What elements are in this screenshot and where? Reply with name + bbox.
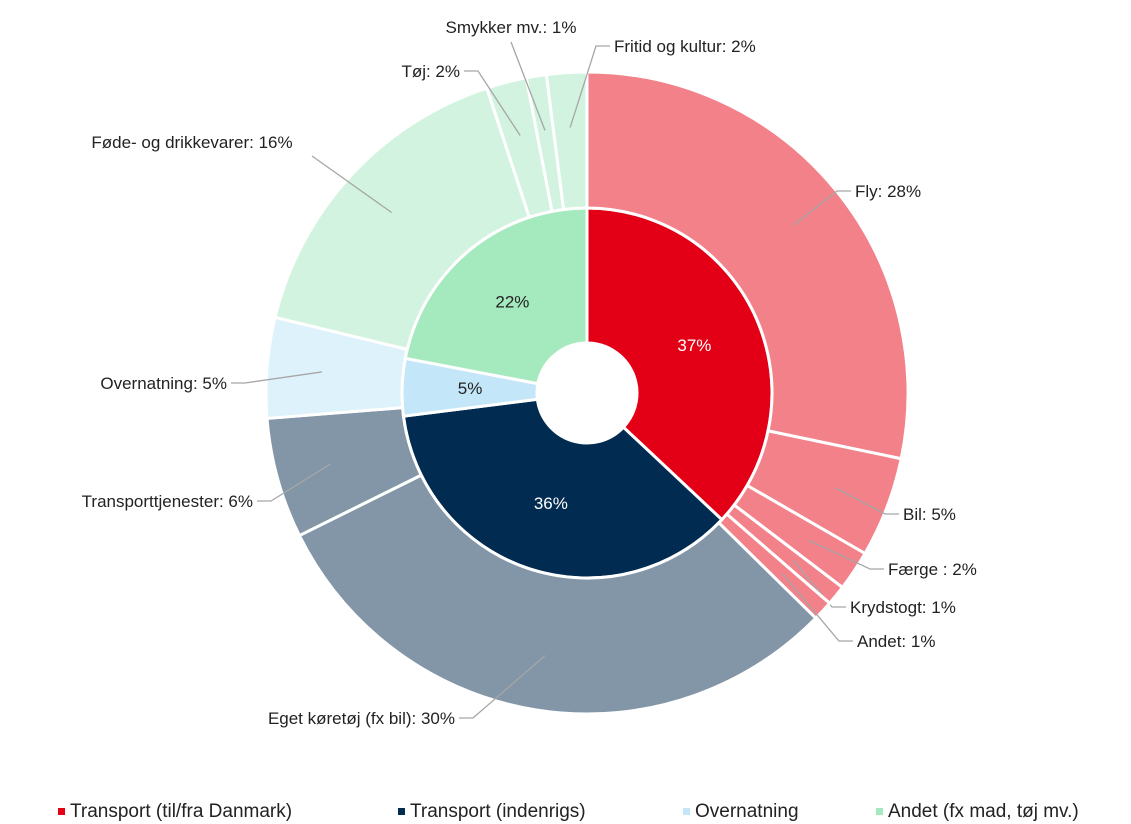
outer-label: Overnatning: 5% bbox=[100, 374, 227, 393]
legend-label: Transport (indenrigs) bbox=[410, 801, 586, 822]
inner-label: 36% bbox=[534, 494, 568, 513]
leader-line bbox=[793, 190, 851, 226]
outer-label: Bil: 5% bbox=[903, 505, 956, 524]
outer-label: Føde- og drikkevarer: 16% bbox=[91, 133, 293, 152]
outer-label: Fritid og kultur: 2% bbox=[614, 37, 756, 56]
legend-swatch bbox=[876, 808, 883, 815]
outer-label: Fly: 28% bbox=[855, 182, 922, 201]
outer-label: Tøj: 2% bbox=[401, 62, 460, 81]
inner-label: 37% bbox=[677, 336, 711, 355]
leader-line bbox=[231, 371, 322, 384]
inner-label: 22% bbox=[495, 292, 529, 311]
leader-line bbox=[792, 560, 846, 608]
leader-line bbox=[257, 463, 331, 502]
outer-label: Smykker mv.: 1% bbox=[445, 18, 577, 37]
outer-slice bbox=[585, 70, 910, 461]
outer-label: Krydstogt: 1% bbox=[850, 598, 956, 617]
legend-swatch bbox=[398, 808, 405, 815]
hole bbox=[538, 344, 636, 442]
leader-line bbox=[459, 655, 546, 719]
legend-label: Andet (fx mad, tøj mv.) bbox=[888, 801, 1079, 822]
outer-label: Eget køretøj (fx bil): 30% bbox=[267, 709, 455, 728]
legend-label: Transport (til/fra Danmark) bbox=[70, 801, 292, 822]
legend-swatch bbox=[58, 808, 65, 815]
leader-line bbox=[464, 70, 521, 136]
outer-label: Transporttjenester: 6% bbox=[81, 492, 253, 511]
leader-line bbox=[781, 573, 853, 642]
legend-swatch bbox=[683, 808, 690, 815]
outer-slice bbox=[297, 473, 818, 716]
leader-line bbox=[510, 41, 546, 131]
inner-label: 5% bbox=[458, 379, 483, 398]
legend-label: Overnatning bbox=[695, 801, 799, 822]
leader-line bbox=[808, 539, 884, 570]
leader-line bbox=[311, 155, 392, 214]
leader-line bbox=[569, 45, 610, 128]
outer-label: Færge : 2% bbox=[888, 560, 977, 579]
leader-line bbox=[835, 487, 899, 515]
outer-label: Andet: 1% bbox=[857, 632, 936, 651]
outer-slice bbox=[273, 86, 532, 352]
